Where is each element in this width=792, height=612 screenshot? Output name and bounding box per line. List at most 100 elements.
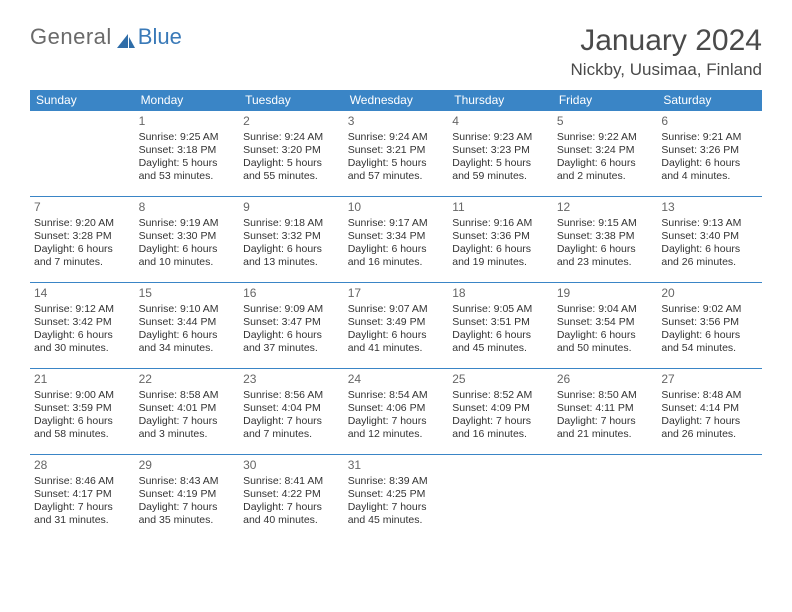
daylight-line: and 45 minutes. — [452, 342, 549, 355]
calendar-cell: 10Sunrise: 9:17 AMSunset: 3:34 PMDayligh… — [344, 197, 449, 283]
sunset-line: Sunset: 4:17 PM — [34, 488, 131, 501]
sunrise-line: Sunrise: 9:18 AM — [243, 217, 340, 230]
day-number: 15 — [139, 286, 236, 301]
day-number: 23 — [243, 372, 340, 387]
calendar-cell-empty — [448, 455, 553, 541]
daylight-line: and 7 minutes. — [243, 428, 340, 441]
sunset-line: Sunset: 4:14 PM — [661, 402, 758, 415]
day-number: 10 — [348, 200, 445, 215]
day-number: 18 — [452, 286, 549, 301]
day-number: 26 — [557, 372, 654, 387]
sunrise-line: Sunrise: 9:07 AM — [348, 303, 445, 316]
calendar-cell-empty — [657, 455, 762, 541]
sunrise-line: Sunrise: 9:23 AM — [452, 131, 549, 144]
day-number: 13 — [661, 200, 758, 215]
calendar-row: 28Sunrise: 8:46 AMSunset: 4:17 PMDayligh… — [30, 455, 762, 541]
daylight-line: and 19 minutes. — [452, 256, 549, 269]
daylight-line: and 53 minutes. — [139, 170, 236, 183]
calendar-cell: 21Sunrise: 9:00 AMSunset: 3:59 PMDayligh… — [30, 369, 135, 455]
daylight-line: and 34 minutes. — [139, 342, 236, 355]
sunset-line: Sunset: 4:04 PM — [243, 402, 340, 415]
daylight-line: Daylight: 6 hours — [348, 243, 445, 256]
calendar-cell: 15Sunrise: 9:10 AMSunset: 3:44 PMDayligh… — [135, 283, 240, 369]
sunset-line: Sunset: 3:24 PM — [557, 144, 654, 157]
calendar-cell: 23Sunrise: 8:56 AMSunset: 4:04 PMDayligh… — [239, 369, 344, 455]
calendar-cell: 13Sunrise: 9:13 AMSunset: 3:40 PMDayligh… — [657, 197, 762, 283]
sunset-line: Sunset: 3:59 PM — [34, 402, 131, 415]
sunrise-line: Sunrise: 9:24 AM — [348, 131, 445, 144]
sunrise-line: Sunrise: 8:43 AM — [139, 475, 236, 488]
day-header: Saturday — [657, 90, 762, 111]
sunset-line: Sunset: 3:18 PM — [139, 144, 236, 157]
day-number: 14 — [34, 286, 131, 301]
calendar-cell: 9Sunrise: 9:18 AMSunset: 3:32 PMDaylight… — [239, 197, 344, 283]
day-number: 22 — [139, 372, 236, 387]
daylight-line: Daylight: 5 hours — [243, 157, 340, 170]
day-number: 17 — [348, 286, 445, 301]
sunset-line: Sunset: 3:38 PM — [557, 230, 654, 243]
sunrise-line: Sunrise: 9:25 AM — [139, 131, 236, 144]
sunrise-line: Sunrise: 9:20 AM — [34, 217, 131, 230]
title-block: January 2024 Nickby, Uusimaa, Finland — [571, 24, 762, 80]
calendar-cell: 16Sunrise: 9:09 AMSunset: 3:47 PMDayligh… — [239, 283, 344, 369]
sunrise-line: Sunrise: 8:46 AM — [34, 475, 131, 488]
sunrise-line: Sunrise: 9:24 AM — [243, 131, 340, 144]
day-number: 6 — [661, 114, 758, 129]
calendar-row: 14Sunrise: 9:12 AMSunset: 3:42 PMDayligh… — [30, 283, 762, 369]
daylight-line: Daylight: 7 hours — [452, 415, 549, 428]
calendar-body: 1 Sunrise: 9:25 AMSunset: 3:18 PM Daylight… — [30, 111, 762, 541]
sunset-line: Sunset: 3:47 PM — [243, 316, 340, 329]
day-number: 12 — [557, 200, 654, 215]
calendar-cell: 4 Sunrise: 9:23 AMSunset: 3:23 PMDaylight… — [448, 111, 553, 197]
calendar-row: 1 Sunrise: 9:25 AMSunset: 3:18 PM Daylight… — [30, 111, 762, 197]
sunset-line: Sunset: 4:25 PM — [348, 488, 445, 501]
daylight-line: Daylight: 5 hours — [348, 157, 445, 170]
logo: General Blue — [30, 24, 182, 50]
day-number: 11 — [452, 200, 549, 215]
calendar-cell: 12Sunrise: 9:15 AMSunset: 3:38 PMDayligh… — [553, 197, 658, 283]
sunset-line: Sunset: 3:28 PM — [34, 230, 131, 243]
daylight-line: and 37 minutes. — [243, 342, 340, 355]
daylight-line: Daylight: 6 hours — [34, 415, 131, 428]
day-number: 31 — [348, 458, 445, 473]
daylight-line: Daylight: 6 hours — [557, 157, 654, 170]
sunset-line: Sunset: 3:21 PM — [348, 144, 445, 157]
sunrise-line: Sunrise: 9:00 AM — [34, 389, 131, 402]
daylight-line: and 3 minutes. — [139, 428, 236, 441]
day-number: 8 — [139, 200, 236, 215]
day-number: 4 — [452, 114, 549, 129]
sunset-line: Sunset: 3:54 PM — [557, 316, 654, 329]
sunset-line: Sunset: 4:22 PM — [243, 488, 340, 501]
logo-sail-icon — [116, 29, 136, 45]
daylight-line: Daylight: 6 hours — [243, 329, 340, 342]
daylight-line: and 13 minutes. — [243, 256, 340, 269]
sunset-line: Sunset: 3:26 PM — [661, 144, 758, 157]
location: Nickby, Uusimaa, Finland — [571, 60, 762, 80]
daylight-line: Daylight: 7 hours — [557, 415, 654, 428]
daylight-line: Daylight: 5 hours — [452, 157, 549, 170]
daylight-line: Daylight: 6 hours — [557, 329, 654, 342]
sunset-line: Sunset: 3:20 PM — [243, 144, 340, 157]
calendar-cell: 6Sunrise: 9:21 AMSunset: 3:26 PMDaylight… — [657, 111, 762, 197]
calendar-cell: 24Sunrise: 8:54 AMSunset: 4:06 PMDayligh… — [344, 369, 449, 455]
calendar-page: General Blue January 2024 Nickby, Uusima… — [0, 0, 792, 561]
calendar-cell: 30Sunrise: 8:41 AMSunset: 4:22 PMDayligh… — [239, 455, 344, 541]
calendar-row: 21Sunrise: 9:00 AMSunset: 3:59 PMDayligh… — [30, 369, 762, 455]
sunrise-line: Sunrise: 8:58 AM — [139, 389, 236, 402]
month-title: January 2024 — [571, 24, 762, 58]
day-header: Tuesday — [239, 90, 344, 111]
sunset-line: Sunset: 3:23 PM — [452, 144, 549, 157]
day-number: 1 — [139, 114, 236, 129]
day-header: Friday — [553, 90, 658, 111]
day-header: Monday — [135, 90, 240, 111]
daylight-line: Daylight: 7 hours — [34, 501, 131, 514]
daylight-line: and 10 minutes. — [139, 256, 236, 269]
daylight-line: Daylight: 6 hours — [661, 157, 758, 170]
daylight-line: and 7 minutes. — [34, 256, 131, 269]
daylight-line: and 23 minutes. — [557, 256, 654, 269]
daylight-line: and 59 minutes. — [452, 170, 549, 183]
calendar-cell: 18Sunrise: 9:05 AMSunset: 3:51 PMDayligh… — [448, 283, 553, 369]
daylight-line: and 41 minutes. — [348, 342, 445, 355]
calendar-cell-empty — [30, 111, 135, 197]
daylight-line: and 55 minutes. — [243, 170, 340, 183]
